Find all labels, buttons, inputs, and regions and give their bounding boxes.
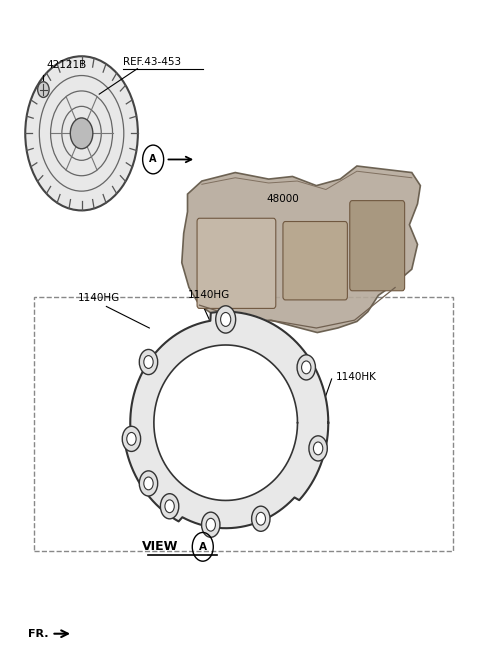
Circle shape [216, 306, 236, 333]
FancyBboxPatch shape [283, 222, 348, 300]
Text: 42121B: 42121B [47, 60, 87, 70]
Polygon shape [182, 166, 420, 333]
Ellipse shape [25, 56, 138, 211]
Text: FR.: FR. [28, 628, 48, 639]
Circle shape [221, 312, 231, 327]
Circle shape [144, 477, 153, 490]
Circle shape [206, 518, 216, 531]
Text: 1140HG: 1140HG [188, 290, 230, 300]
Circle shape [309, 436, 327, 461]
Text: VIEW: VIEW [142, 541, 178, 554]
Circle shape [139, 350, 157, 375]
Ellipse shape [70, 118, 93, 149]
Text: REF.43-453: REF.43-453 [123, 56, 181, 67]
Circle shape [37, 82, 49, 97]
Circle shape [160, 494, 179, 519]
Circle shape [122, 426, 141, 451]
Text: 48000: 48000 [266, 194, 299, 204]
FancyBboxPatch shape [197, 218, 276, 308]
Polygon shape [154, 345, 298, 501]
Text: A: A [149, 154, 157, 165]
Circle shape [144, 356, 153, 369]
Circle shape [165, 500, 174, 513]
Circle shape [202, 512, 220, 537]
Circle shape [139, 471, 157, 496]
FancyBboxPatch shape [350, 201, 405, 291]
Text: A: A [199, 542, 207, 552]
Text: 1140HG: 1140HG [78, 293, 120, 303]
Circle shape [256, 512, 265, 525]
Circle shape [313, 442, 323, 455]
Text: 1140HK: 1140HK [336, 371, 376, 382]
Polygon shape [124, 312, 328, 528]
Circle shape [252, 506, 270, 531]
Circle shape [127, 432, 136, 445]
Circle shape [301, 361, 311, 374]
Circle shape [297, 355, 315, 380]
